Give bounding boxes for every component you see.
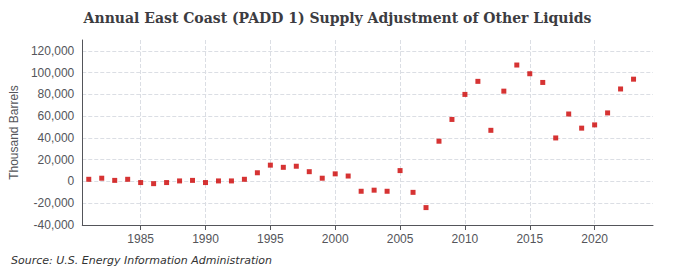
svg-text:2015: 2015	[516, 232, 543, 246]
svg-text:40,000: 40,000	[38, 131, 75, 145]
svg-text:1990: 1990	[192, 232, 219, 246]
svg-text:-40,000: -40,000	[34, 218, 75, 232]
svg-text:2020: 2020	[581, 232, 608, 246]
svg-text:120,000: 120,000	[31, 44, 75, 58]
svg-text:2005: 2005	[387, 232, 414, 246]
svg-text:Thousand Barrels: Thousand Barrels	[7, 85, 21, 180]
svg-text:1995: 1995	[257, 232, 284, 246]
svg-text:2010: 2010	[452, 232, 479, 246]
svg-text:20,000: 20,000	[38, 153, 75, 167]
svg-text:2000: 2000	[322, 232, 349, 246]
svg-text:100,000: 100,000	[31, 66, 75, 80]
svg-text:-20,000: -20,000	[34, 196, 75, 210]
svg-text:Annual East Coast (PADD 1) Sup: Annual East Coast (PADD 1) Supply Adjust…	[83, 10, 592, 26]
svg-text:60,000: 60,000	[38, 109, 75, 123]
svg-text:1985: 1985	[127, 232, 154, 246]
svg-text:80,000: 80,000	[38, 87, 75, 101]
svg-text:Source: U.S. Energy Informatio: Source: U.S. Energy Information Administ…	[11, 254, 272, 267]
svg-text:0: 0	[68, 174, 75, 188]
